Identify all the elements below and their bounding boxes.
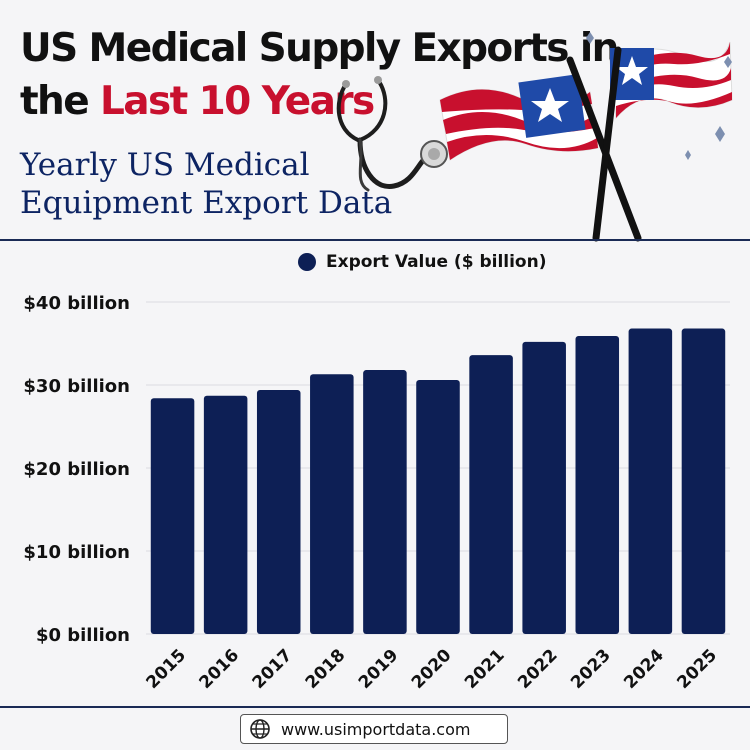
bar-2021 xyxy=(469,355,513,634)
x-tick-label: 2017 xyxy=(249,645,297,693)
x-tick-label: 2021 xyxy=(461,645,509,693)
stethoscope-icon xyxy=(336,76,448,192)
footer-separator xyxy=(0,706,750,708)
bar-chart: $0 billion $10 billion $20 billion $30 bill… xyxy=(23,293,730,693)
x-tick-label: 2015 xyxy=(142,645,190,693)
website-url[interactable]: www.usimportdata.com xyxy=(281,719,471,739)
bar-2015 xyxy=(150,398,195,634)
x-tick-label: 2024 xyxy=(620,645,668,693)
bars xyxy=(150,328,726,634)
x-tick-label: 2023 xyxy=(567,645,615,693)
chart-subtitle: Yearly US Medical Equipment Export Data xyxy=(20,146,392,222)
x-tick-label: 2016 xyxy=(196,645,244,693)
x-tick-label: 2020 xyxy=(408,645,456,693)
subtitle-line-2: Equipment Export Data xyxy=(20,185,393,221)
bar-2019 xyxy=(363,370,407,634)
chart-legend: Export Value ($ billion) xyxy=(298,249,546,275)
us-flag-icon xyxy=(439,41,733,242)
title-highlight: Last 10 Years xyxy=(100,79,375,124)
x-tick-label: 2022 xyxy=(514,645,562,693)
globe-icon xyxy=(250,719,270,739)
y-axis-ticks: $0 billion $10 billion $20 billion $30 bill… xyxy=(23,293,130,646)
bar-2024 xyxy=(628,328,673,634)
x-tick-label: 2018 xyxy=(302,645,350,693)
chart-title: US Medical Supply Exports in the Last 10… xyxy=(20,22,619,128)
y-tick-label: $30 billion xyxy=(23,376,130,397)
legend-label: Export Value ($ billion) xyxy=(326,252,547,272)
bar-2023 xyxy=(575,336,620,634)
y-tick-label: $10 billion xyxy=(23,542,130,563)
y-tick-label: $0 billion xyxy=(36,625,130,646)
sparkle-icon xyxy=(586,32,732,160)
x-tick-label: 2019 xyxy=(355,645,403,693)
subtitle-line-1: Yearly US Medical xyxy=(20,147,310,183)
bar-2022 xyxy=(522,341,566,634)
bar-2017 xyxy=(256,389,301,634)
header-separator xyxy=(0,239,750,241)
bar-2020 xyxy=(416,380,460,634)
title-line-2-prefix: the xyxy=(20,79,90,124)
bar-2018 xyxy=(310,374,354,634)
legend-swatch xyxy=(298,253,316,271)
x-tick-label: 2025 xyxy=(673,645,721,693)
y-tick-label: $40 billion xyxy=(23,293,130,314)
y-tick-label: $20 billion xyxy=(23,459,130,480)
website-badge[interactable]: www.usimportdata.com xyxy=(240,714,508,744)
bar-2016 xyxy=(203,395,248,634)
bar-2025 xyxy=(681,328,726,634)
x-axis-ticks: 2015 2016 2017 2018 2019 2020 2021 2022 2023 2024… xyxy=(142,645,721,693)
title-line-1: US Medical Supply Exports in xyxy=(20,26,619,71)
